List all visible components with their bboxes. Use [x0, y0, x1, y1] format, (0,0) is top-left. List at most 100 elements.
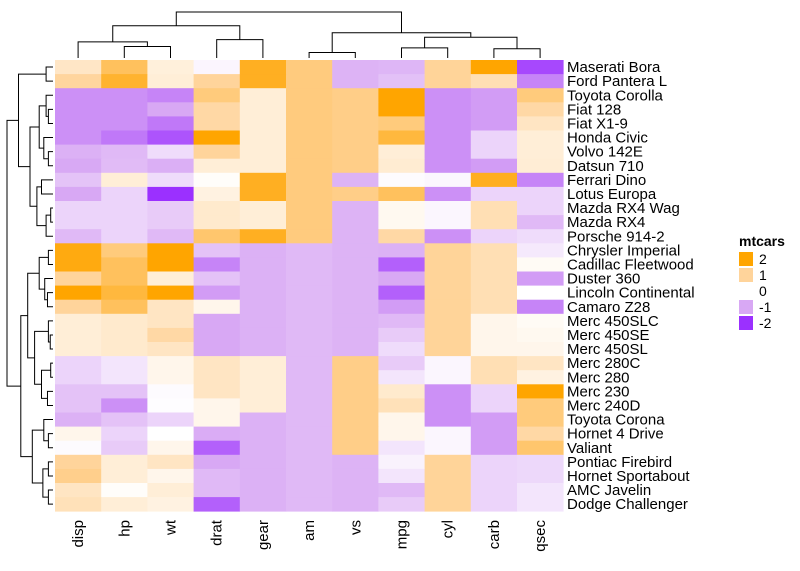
heatmap-cell: [147, 398, 194, 413]
heatmap-cell: [517, 201, 564, 216]
heatmap-cell: [147, 229, 194, 244]
heatmap-cell: [101, 186, 148, 202]
heatmap-cell: [517, 130, 564, 145]
dendrogram-branch: [47, 249, 53, 265]
heatmap-cell: [332, 158, 379, 174]
dendrogram-branch: [46, 390, 53, 406]
heatmap-cell: [286, 426, 333, 442]
heatmap-cell: [55, 440, 102, 456]
heatmap-cell: [239, 116, 287, 131]
heatmap-cell: [332, 370, 379, 385]
heatmap-cell: [101, 483, 148, 498]
heatmap-cell: [101, 426, 148, 442]
heatmap-cell: [55, 384, 102, 399]
heatmap-cell: [332, 342, 379, 357]
row-label: Cadillac Fleetwood: [567, 256, 694, 273]
legend-swatch: [739, 316, 753, 330]
heatmap-cell: [332, 74, 379, 89]
heatmap-cell: [378, 285, 425, 301]
dendrogram-branch: [123, 46, 171, 58]
heatmap-cell: [193, 384, 241, 399]
heatmap-cell: [101, 285, 148, 301]
heatmap-cell: [147, 130, 194, 145]
heatmap-cell: [424, 257, 472, 272]
heatmap-cell: [55, 497, 102, 512]
heatmap-cell: [378, 144, 425, 160]
dendrogram-branch: [50, 362, 53, 378]
heatmap-cell: [470, 356, 518, 371]
heatmap-cell: [239, 426, 287, 442]
heatmap-cell: [55, 116, 102, 131]
heatmap-cell: [55, 454, 102, 470]
heatmap-cell: [517, 412, 564, 427]
row-label: Datsun 710: [567, 158, 644, 175]
heatmap-cell: [332, 172, 379, 188]
heatmap-cell: [378, 398, 425, 413]
heatmap-cell: [470, 285, 518, 301]
heatmap-cell: [101, 243, 148, 258]
heatmap-cell: [517, 342, 564, 357]
column-label: vs: [347, 520, 364, 535]
heatmap-cell: [517, 384, 564, 399]
heatmap-cell: [378, 116, 425, 131]
heatmap-cell: [55, 186, 102, 202]
heatmap-cell: [239, 271, 287, 286]
heatmap-cell: [286, 243, 333, 258]
heatmap-cell: [470, 299, 518, 315]
heatmap-cell: [470, 130, 518, 145]
heatmap-cell: [332, 229, 379, 244]
heatmap-cell: [286, 454, 333, 470]
heatmap-cell: [147, 285, 194, 301]
heatmap-cell: [101, 158, 148, 174]
heatmap-cell: [193, 356, 241, 371]
heatmap-cell: [332, 116, 379, 131]
dendrogram-branch: [46, 292, 53, 308]
heatmap-cell: [193, 229, 241, 244]
heatmap-cell: [239, 201, 287, 216]
heatmap-cell: [193, 102, 241, 117]
heatmap-cell: [147, 74, 194, 89]
heatmap-cell: [101, 60, 148, 75]
heatmap-cell: [55, 158, 102, 174]
heatmap-cell: [424, 356, 472, 371]
heatmap-cell: [286, 384, 333, 399]
heatmap-cell: [101, 172, 148, 188]
heatmap-cell: [193, 440, 241, 456]
heatmap-cell: [239, 257, 287, 272]
heatmap-cell: [517, 102, 564, 117]
legend-swatch: [739, 300, 753, 314]
heatmap-cell: [55, 60, 102, 75]
heatmap-cell: [147, 313, 194, 329]
heatmap-cell: [517, 74, 564, 89]
heatmap-cell: [147, 468, 194, 484]
heatmap-cell: [517, 257, 564, 272]
heatmap-cell: [517, 483, 564, 498]
heatmap-cell: [470, 102, 518, 117]
row-label: Camaro Z28: [567, 299, 650, 316]
heatmap-cell: [378, 327, 425, 343]
heatmap-cell: [193, 215, 241, 230]
dendrogram-branch: [401, 47, 449, 58]
heatmap-cell: [517, 497, 564, 512]
row-label: Ferrari Dino: [567, 172, 646, 189]
row-label: Merc 240D: [567, 397, 641, 414]
row-label: Merc 230: [567, 383, 630, 400]
heatmap-cell: [101, 257, 148, 272]
heatmap-cell: [147, 370, 194, 385]
heatmap-cell: [424, 116, 472, 131]
legend-label: -1: [759, 299, 772, 315]
row-label: Porsche 914-2: [567, 228, 665, 245]
column-label: qsec: [532, 520, 549, 552]
heatmap-cell: [470, 88, 518, 103]
row-label: Toyota Corona: [567, 412, 665, 429]
column-label: carb: [486, 520, 503, 549]
heatmap-cell: [239, 412, 287, 427]
heatmap-cell: [424, 313, 472, 329]
dendrogram-branch: [47, 433, 53, 449]
heatmap-cell: [424, 102, 472, 117]
heatmap-cell: [286, 271, 333, 286]
heatmap-cell: [101, 229, 148, 244]
heatmap-cell: [286, 440, 333, 456]
